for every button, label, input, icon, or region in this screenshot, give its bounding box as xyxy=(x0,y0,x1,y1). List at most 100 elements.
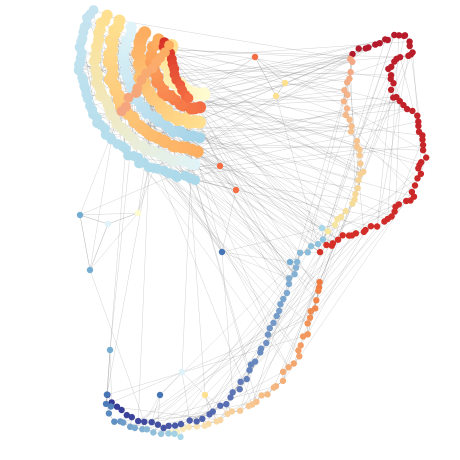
node xyxy=(307,308,314,315)
edge xyxy=(157,394,161,425)
node xyxy=(185,423,192,431)
edge xyxy=(202,267,297,419)
node xyxy=(279,368,287,375)
node xyxy=(237,378,244,385)
node xyxy=(232,186,240,194)
node xyxy=(76,211,84,219)
edge xyxy=(283,185,416,300)
node xyxy=(103,391,111,398)
node xyxy=(392,203,399,210)
node xyxy=(217,402,224,409)
node xyxy=(266,325,273,332)
edge xyxy=(307,200,407,324)
node xyxy=(334,215,341,223)
node xyxy=(86,266,94,274)
edge xyxy=(107,212,139,225)
node xyxy=(111,418,118,425)
edge xyxy=(93,94,348,115)
edge xyxy=(239,235,353,411)
node xyxy=(264,391,271,398)
node xyxy=(116,106,127,117)
node xyxy=(304,320,311,327)
node xyxy=(263,339,270,347)
node xyxy=(113,14,126,27)
edge xyxy=(107,349,111,395)
edge xyxy=(356,66,392,142)
edge xyxy=(153,167,319,292)
node xyxy=(105,410,113,417)
edge xyxy=(204,394,217,422)
node xyxy=(290,360,297,367)
edge xyxy=(194,96,397,109)
edge xyxy=(185,89,319,291)
edge xyxy=(254,56,286,84)
node xyxy=(171,430,178,437)
node xyxy=(297,342,304,349)
edge xyxy=(79,214,109,225)
node xyxy=(138,26,152,40)
node xyxy=(236,407,244,414)
edge xyxy=(151,287,320,423)
node xyxy=(357,170,364,178)
node xyxy=(143,426,151,433)
node xyxy=(281,79,289,87)
node xyxy=(405,52,412,59)
node xyxy=(342,111,349,119)
edge xyxy=(276,168,419,317)
edge xyxy=(138,157,289,368)
node xyxy=(102,400,110,408)
node xyxy=(342,207,349,215)
edge xyxy=(79,214,109,225)
edge xyxy=(164,52,348,83)
node xyxy=(414,112,421,119)
edge xyxy=(319,39,386,253)
node xyxy=(227,394,234,401)
edge xyxy=(106,349,111,395)
node xyxy=(295,347,302,354)
edge xyxy=(121,111,338,220)
edge xyxy=(144,394,161,422)
node xyxy=(354,184,361,192)
edge xyxy=(395,101,401,207)
node xyxy=(180,170,191,181)
node xyxy=(349,200,356,207)
edge xyxy=(337,218,371,227)
node xyxy=(391,208,398,215)
edge xyxy=(79,212,139,216)
node xyxy=(257,349,264,356)
node xyxy=(160,424,167,432)
edge xyxy=(399,35,405,58)
node xyxy=(113,403,121,410)
node xyxy=(273,312,280,320)
node xyxy=(316,248,324,256)
node xyxy=(314,240,322,248)
edge xyxy=(89,269,148,430)
edge xyxy=(137,167,150,422)
node xyxy=(391,58,398,65)
node xyxy=(272,92,280,100)
edge xyxy=(266,235,343,344)
node xyxy=(123,411,130,419)
node xyxy=(349,58,356,65)
node xyxy=(280,295,287,303)
edge xyxy=(186,135,327,246)
edge xyxy=(123,59,352,127)
node xyxy=(157,430,165,438)
edge xyxy=(221,251,233,393)
node xyxy=(419,147,427,154)
edge xyxy=(359,96,397,156)
node xyxy=(154,421,162,428)
node xyxy=(216,162,224,170)
node xyxy=(403,197,410,205)
edge xyxy=(191,108,423,136)
node xyxy=(128,413,135,421)
edge xyxy=(165,53,343,236)
node xyxy=(324,228,332,235)
edge xyxy=(387,35,400,219)
node xyxy=(411,182,419,189)
edge xyxy=(107,212,139,225)
edge xyxy=(126,132,288,294)
node xyxy=(328,242,335,249)
